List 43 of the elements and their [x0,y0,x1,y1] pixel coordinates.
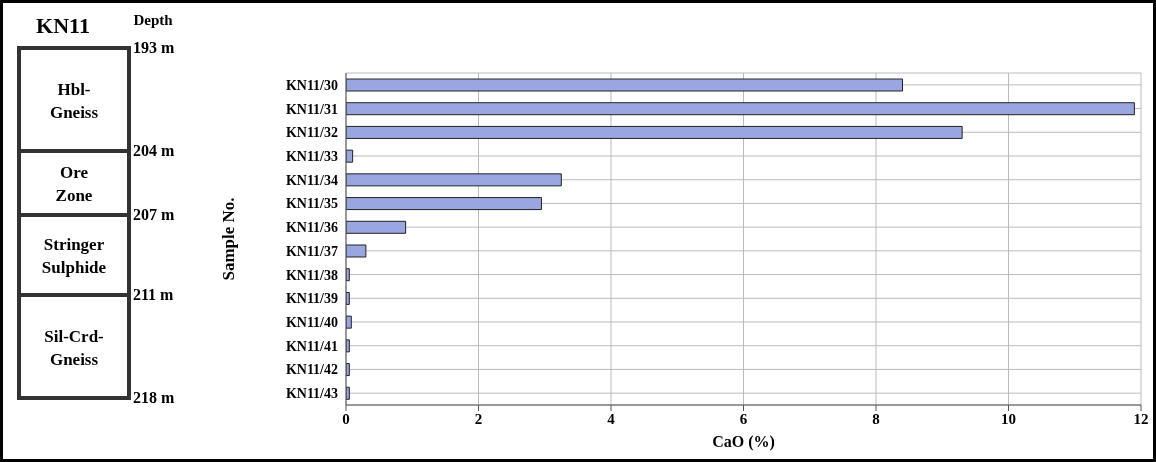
text: Sil-Crd-Gneiss [44,326,105,369]
y-tick-label: KN11/31 [285,101,338,117]
x-tick-label: 4 [607,410,616,427]
y-tick-label: KN11/40 [285,314,338,330]
text: Depth [133,12,174,28]
bar [346,173,562,187]
text: 218 m [133,389,175,406]
x-tick-label: 6 [739,410,748,427]
bar [346,244,367,258]
text: Stringer Sulphide [41,235,107,277]
bar [346,102,1135,116]
x-tick-label: 12 [1133,410,1149,427]
bar [346,149,354,163]
bar [346,197,542,211]
text: 211 m [133,286,175,303]
y-tick-label: KN11/30 [285,77,338,93]
y-tick-label: KN11/38 [285,267,338,283]
y-tick-label: KN11/37 [285,243,338,259]
bar [346,220,407,234]
y-tick-label: KN11/41 [285,338,338,354]
y-tick-label: KN11/39 [285,291,338,307]
text: KN11 [36,13,90,38]
y-tick-label: KN11/43 [285,386,338,402]
y-tick-label: KN11/35 [285,196,338,212]
x-tick-label: 10 [1001,410,1016,427]
y-axis-title: Sample No. [219,197,239,281]
text: 193 m [133,39,175,56]
y-tick-label: KN11/42 [285,362,338,378]
x-tick-label: 0 [342,410,350,427]
y-tick-label: KN11/32 [285,125,338,141]
bar [346,125,963,139]
x-axis-title: CaO (%) [712,433,775,451]
bar [346,315,352,329]
text: 204 m [133,142,175,159]
y-tick-label: KN11/34 [285,172,338,188]
x-tick-label: 2 [474,410,483,427]
text: Ore Zone [55,163,93,205]
bar [346,78,903,92]
y-tick-label: KN11/36 [285,220,338,236]
x-tick-label: 8 [872,410,880,427]
y-tick-label: KN11/33 [285,148,338,164]
text: Hbl-Gneiss [49,79,99,122]
text: 207 m [133,206,175,223]
